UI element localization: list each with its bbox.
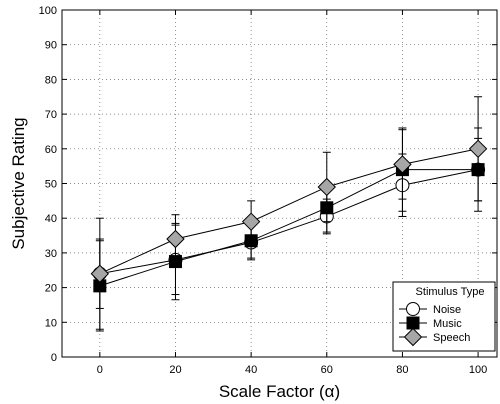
speech-point xyxy=(166,229,185,249)
x-tick-label: 100 xyxy=(469,364,487,376)
y-tick-label: 40 xyxy=(45,213,57,225)
legend-marker-noise xyxy=(406,302,420,316)
y-tick-label: 90 xyxy=(45,40,57,52)
series-speech xyxy=(90,96,488,330)
speech-point xyxy=(90,264,110,283)
noise-line xyxy=(99,169,479,275)
speech-point xyxy=(468,139,488,159)
speech-point xyxy=(317,177,336,197)
x-tick-label: 20 xyxy=(169,364,181,376)
y-tick-label: 20 xyxy=(45,283,57,295)
legend-title: Stimulus Type xyxy=(416,286,485,298)
speech-point xyxy=(241,212,261,231)
series-layer xyxy=(90,96,488,332)
legend-items: Noise Music Speech xyxy=(399,302,470,347)
y-tick-label: 10 xyxy=(45,317,57,329)
legend-marker-music xyxy=(406,316,420,330)
music-line xyxy=(99,169,479,287)
y-tick-label: 60 xyxy=(45,144,57,156)
y-tick-label: 0 xyxy=(51,352,57,364)
legend-marker-speech xyxy=(403,327,423,347)
legend-item-speech: Speech xyxy=(399,327,470,347)
legend-item-noise: Noise xyxy=(399,302,461,316)
speech-line xyxy=(99,148,479,275)
y-tick-label: 50 xyxy=(45,179,57,191)
x-tick-label: 60 xyxy=(321,364,333,376)
legend-label-speech: Speech xyxy=(433,332,470,344)
speech-point xyxy=(393,155,412,174)
legend-label-noise: Noise xyxy=(433,304,461,316)
x-tick-label: 40 xyxy=(245,364,257,376)
ticks-layer: 0 10 20 30 40 50 60 70 80 90 100 0 20 40 60 80 100 xyxy=(39,5,497,376)
y-tick-label: 30 xyxy=(45,248,57,260)
y-tick-label: 70 xyxy=(45,109,57,121)
legend-label-music: Music xyxy=(433,318,462,330)
y-tick-label: 100 xyxy=(39,5,57,17)
x-axis-label: Scale Factor (α) xyxy=(219,382,340,401)
x-tick-label: 0 xyxy=(97,364,103,376)
x-tick-label: 80 xyxy=(396,364,408,376)
legend: Stimulus Type Noise Music Speech xyxy=(392,281,496,352)
y-tick-label: 80 xyxy=(45,74,57,86)
y-axis-label: Subjective Rating xyxy=(9,117,28,249)
